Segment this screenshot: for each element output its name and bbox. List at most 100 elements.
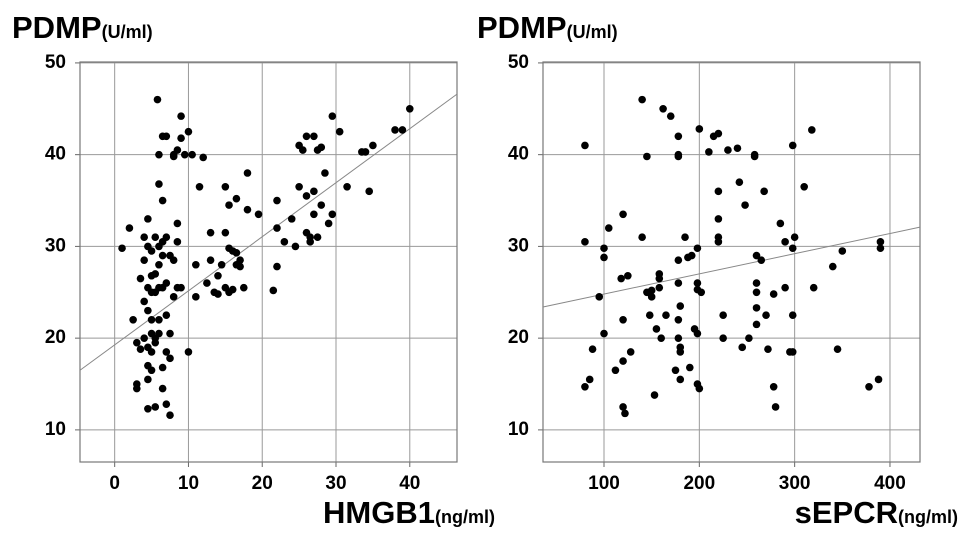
point — [876, 238, 885, 246]
point — [719, 334, 727, 342]
point — [800, 182, 808, 191]
x-tick-label: 0 — [109, 473, 120, 494]
point — [177, 112, 185, 120]
point — [619, 357, 627, 365]
point — [192, 293, 200, 301]
point — [695, 384, 704, 393]
point — [645, 311, 654, 320]
point — [619, 315, 627, 324]
point — [169, 293, 178, 301]
point — [206, 256, 215, 264]
point — [169, 256, 178, 264]
point — [147, 315, 156, 324]
point — [769, 290, 778, 298]
point — [214, 290, 222, 298]
point — [619, 210, 627, 219]
point — [762, 311, 770, 320]
point — [310, 132, 318, 141]
point — [760, 187, 768, 196]
point — [693, 279, 702, 287]
point — [184, 127, 193, 136]
point — [714, 215, 723, 223]
point — [681, 233, 689, 242]
point — [398, 126, 407, 134]
point — [302, 192, 311, 200]
point — [643, 152, 651, 161]
point — [838, 247, 847, 255]
point — [177, 134, 185, 142]
point — [158, 384, 167, 393]
x-tick-label: 400 — [874, 473, 906, 494]
point — [865, 382, 873, 391]
point — [674, 315, 683, 324]
point — [676, 302, 685, 310]
point — [136, 274, 145, 283]
point — [738, 343, 747, 352]
point — [287, 215, 296, 223]
point — [343, 182, 351, 191]
point — [714, 129, 723, 138]
y-tick-label: 10 — [45, 419, 66, 440]
point — [151, 233, 160, 242]
point — [140, 256, 148, 264]
point — [155, 315, 163, 324]
point — [788, 141, 797, 150]
point — [650, 391, 659, 399]
point — [693, 329, 702, 338]
point — [295, 182, 303, 191]
point — [162, 400, 171, 409]
point — [217, 260, 226, 269]
point — [321, 169, 329, 177]
y-tick-label: 20 — [508, 327, 529, 348]
point — [269, 286, 278, 295]
point — [588, 345, 597, 353]
point — [769, 382, 778, 391]
point — [693, 244, 702, 253]
point — [310, 187, 318, 196]
point — [254, 210, 263, 219]
point — [624, 271, 632, 280]
point — [273, 196, 281, 205]
point — [676, 375, 685, 384]
y-axis-label: PDMP(U/ml) — [477, 10, 618, 45]
point — [147, 366, 156, 375]
plot-frame — [79, 61, 458, 463]
x-axis-unit: (ng/ml) — [435, 507, 495, 527]
point — [719, 311, 727, 320]
x-axis-title: sEPCR — [795, 495, 898, 530]
y-tick-label: 10 — [508, 419, 529, 440]
point — [619, 403, 627, 411]
point — [687, 251, 696, 260]
y-axis-title: PDMP — [12, 10, 102, 45]
chart-panel: 10 20 30 40 50 100 200 300 400 PDMP(U/ml) sEPCR(ng… — [477, 10, 958, 530]
point — [299, 146, 307, 154]
point — [828, 262, 837, 271]
point — [162, 348, 171, 356]
point — [581, 382, 589, 391]
y-tick-label: 40 — [508, 144, 529, 165]
x-tick-label: 30 — [325, 473, 346, 494]
point — [133, 338, 141, 347]
point — [685, 363, 694, 372]
point — [144, 215, 152, 223]
point — [674, 132, 683, 141]
point — [153, 95, 162, 104]
trend-line — [542, 226, 921, 308]
point — [581, 141, 589, 150]
point — [621, 409, 629, 418]
point — [162, 311, 171, 320]
point — [788, 311, 797, 320]
point — [158, 196, 167, 205]
point — [764, 345, 772, 353]
point — [876, 244, 885, 253]
point — [788, 244, 797, 253]
point — [781, 238, 789, 246]
point — [147, 348, 156, 356]
point — [361, 148, 370, 156]
point — [243, 205, 252, 214]
point — [280, 238, 289, 246]
point — [144, 306, 152, 315]
point — [662, 311, 670, 320]
point — [752, 288, 761, 297]
point — [155, 329, 163, 338]
